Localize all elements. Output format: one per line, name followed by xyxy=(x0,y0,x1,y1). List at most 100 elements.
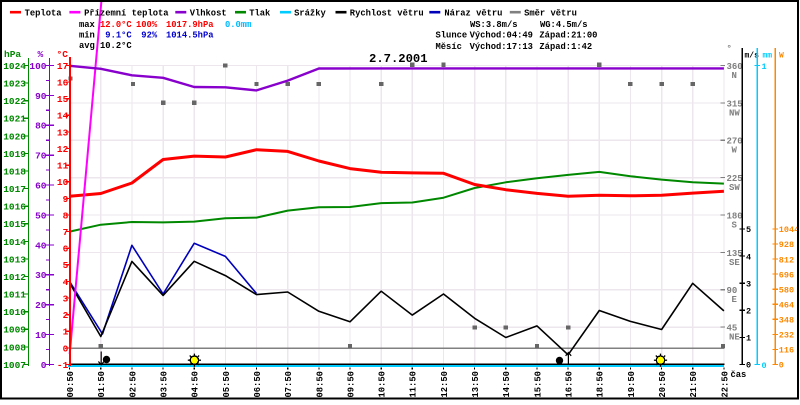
svg-text:Přízemní teplota: Přízemní teplota xyxy=(84,9,169,19)
svg-text:1015: 1015 xyxy=(3,219,26,230)
svg-text:348: 348 xyxy=(779,316,794,326)
svg-text:1024: 1024 xyxy=(3,61,26,72)
svg-text:0: 0 xyxy=(41,360,47,371)
svg-text:225: 225 xyxy=(727,174,743,184)
svg-text:5: 5 xyxy=(746,225,751,235)
svg-text:315: 315 xyxy=(727,99,743,109)
svg-text:5: 5 xyxy=(63,260,69,271)
svg-text:Rychlost větru: Rychlost větru xyxy=(350,9,424,19)
svg-text:16:50: 16:50 xyxy=(565,371,575,397)
svg-text:1008: 1008 xyxy=(3,342,26,353)
svg-text:50: 50 xyxy=(35,210,47,221)
svg-text:1023: 1023 xyxy=(3,79,26,90)
svg-text:Měsíc: Měsíc xyxy=(436,42,462,52)
svg-text:°: ° xyxy=(727,44,732,54)
svg-text:1009: 1009 xyxy=(3,325,26,336)
svg-text:čas: čas xyxy=(731,370,747,380)
svg-text:Západ:21:00: Západ:21:00 xyxy=(539,30,597,40)
svg-text:1011: 1011 xyxy=(3,290,26,301)
svg-text:mm: mm xyxy=(763,52,773,61)
svg-text:40: 40 xyxy=(35,240,47,251)
svg-text:avg: avg xyxy=(79,41,95,51)
svg-text:6: 6 xyxy=(63,244,69,255)
svg-text:580: 580 xyxy=(779,285,794,295)
svg-text:2: 2 xyxy=(746,307,751,317)
svg-text:1012: 1012 xyxy=(3,272,26,283)
svg-text:1017.9hPa: 1017.9hPa xyxy=(166,20,214,30)
svg-text:N: N xyxy=(732,71,737,81)
svg-text:1044: 1044 xyxy=(779,225,799,235)
svg-text:SE: SE xyxy=(729,258,740,268)
svg-text:928: 928 xyxy=(779,240,794,250)
svg-text:2.7.2001: 2.7.2001 xyxy=(369,52,428,66)
svg-text:1014: 1014 xyxy=(3,237,26,248)
svg-text:Srážky: Srážky xyxy=(294,9,326,19)
svg-text:135: 135 xyxy=(727,249,743,259)
svg-text:0: 0 xyxy=(779,361,784,371)
svg-text:Východ:04:49: Východ:04:49 xyxy=(470,30,533,40)
svg-text:100: 100 xyxy=(29,61,46,72)
svg-text:Tlak: Tlak xyxy=(249,9,271,19)
svg-text:1018: 1018 xyxy=(3,166,26,177)
svg-text:min: min xyxy=(79,30,95,40)
svg-text:100%: 100% xyxy=(136,20,158,30)
svg-text:1010: 1010 xyxy=(3,307,26,318)
svg-text:1017: 1017 xyxy=(3,184,26,195)
svg-text:10: 10 xyxy=(57,177,69,188)
svg-text:7: 7 xyxy=(63,227,69,238)
svg-text:0.0mm: 0.0mm xyxy=(225,20,251,30)
svg-text:1: 1 xyxy=(63,327,69,338)
svg-text:hPa: hPa xyxy=(4,49,21,60)
svg-text:04:50: 04:50 xyxy=(191,371,201,397)
svg-text:14: 14 xyxy=(57,111,69,122)
svg-text:90: 90 xyxy=(35,91,47,102)
svg-text:17: 17 xyxy=(57,61,69,72)
svg-text:21:50: 21:50 xyxy=(689,371,699,397)
svg-text:00:50: 00:50 xyxy=(66,371,76,397)
svg-text:80: 80 xyxy=(35,121,47,132)
svg-text:1020: 1020 xyxy=(3,131,26,142)
svg-text:4: 4 xyxy=(746,252,751,262)
svg-text:8: 8 xyxy=(63,210,69,221)
svg-text:22:50: 22:50 xyxy=(720,371,730,397)
svg-text:m/s: m/s xyxy=(745,52,760,61)
svg-text:06:50: 06:50 xyxy=(253,371,263,397)
svg-text:Vlhkost: Vlhkost xyxy=(190,9,227,19)
svg-text:15: 15 xyxy=(57,94,69,105)
svg-text:60: 60 xyxy=(35,181,47,192)
svg-text:09:50: 09:50 xyxy=(346,371,356,397)
svg-text:18:50: 18:50 xyxy=(596,371,606,397)
svg-text:S: S xyxy=(732,220,738,230)
svg-text:812: 812 xyxy=(779,255,794,265)
svg-text:07:50: 07:50 xyxy=(284,371,294,397)
svg-text:13:50: 13:50 xyxy=(471,371,481,397)
svg-text:20:50: 20:50 xyxy=(658,371,668,397)
svg-text:9: 9 xyxy=(63,194,69,205)
svg-text:-1: -1 xyxy=(57,360,69,371)
svg-text:WG:4.5m/s: WG:4.5m/s xyxy=(540,20,588,30)
svg-text:2: 2 xyxy=(63,310,69,321)
svg-text:1: 1 xyxy=(746,334,751,344)
svg-text:1021: 1021 xyxy=(3,114,26,125)
svg-text:SW: SW xyxy=(729,183,740,193)
svg-text:4: 4 xyxy=(63,277,69,288)
svg-text:1022: 1022 xyxy=(3,96,26,107)
svg-text:15:50: 15:50 xyxy=(533,371,543,397)
svg-text:180: 180 xyxy=(727,211,743,221)
svg-text:0: 0 xyxy=(762,361,767,371)
svg-text:05:50: 05:50 xyxy=(222,371,232,397)
svg-text:19:50: 19:50 xyxy=(627,371,637,397)
svg-text:14:50: 14:50 xyxy=(502,371,512,397)
svg-text:03:50: 03:50 xyxy=(160,371,170,397)
svg-text:45: 45 xyxy=(727,324,738,334)
svg-text:W: W xyxy=(732,146,738,156)
svg-text:max: max xyxy=(79,20,96,30)
svg-text:Slunce: Slunce xyxy=(436,30,468,40)
svg-text:1016: 1016 xyxy=(3,202,26,213)
svg-text:NW: NW xyxy=(729,108,740,118)
svg-text:3: 3 xyxy=(746,279,751,289)
svg-text:232: 232 xyxy=(779,331,794,341)
svg-text:W: W xyxy=(779,52,784,61)
svg-text:02:50: 02:50 xyxy=(128,371,138,397)
svg-text:°C: °C xyxy=(57,49,69,60)
